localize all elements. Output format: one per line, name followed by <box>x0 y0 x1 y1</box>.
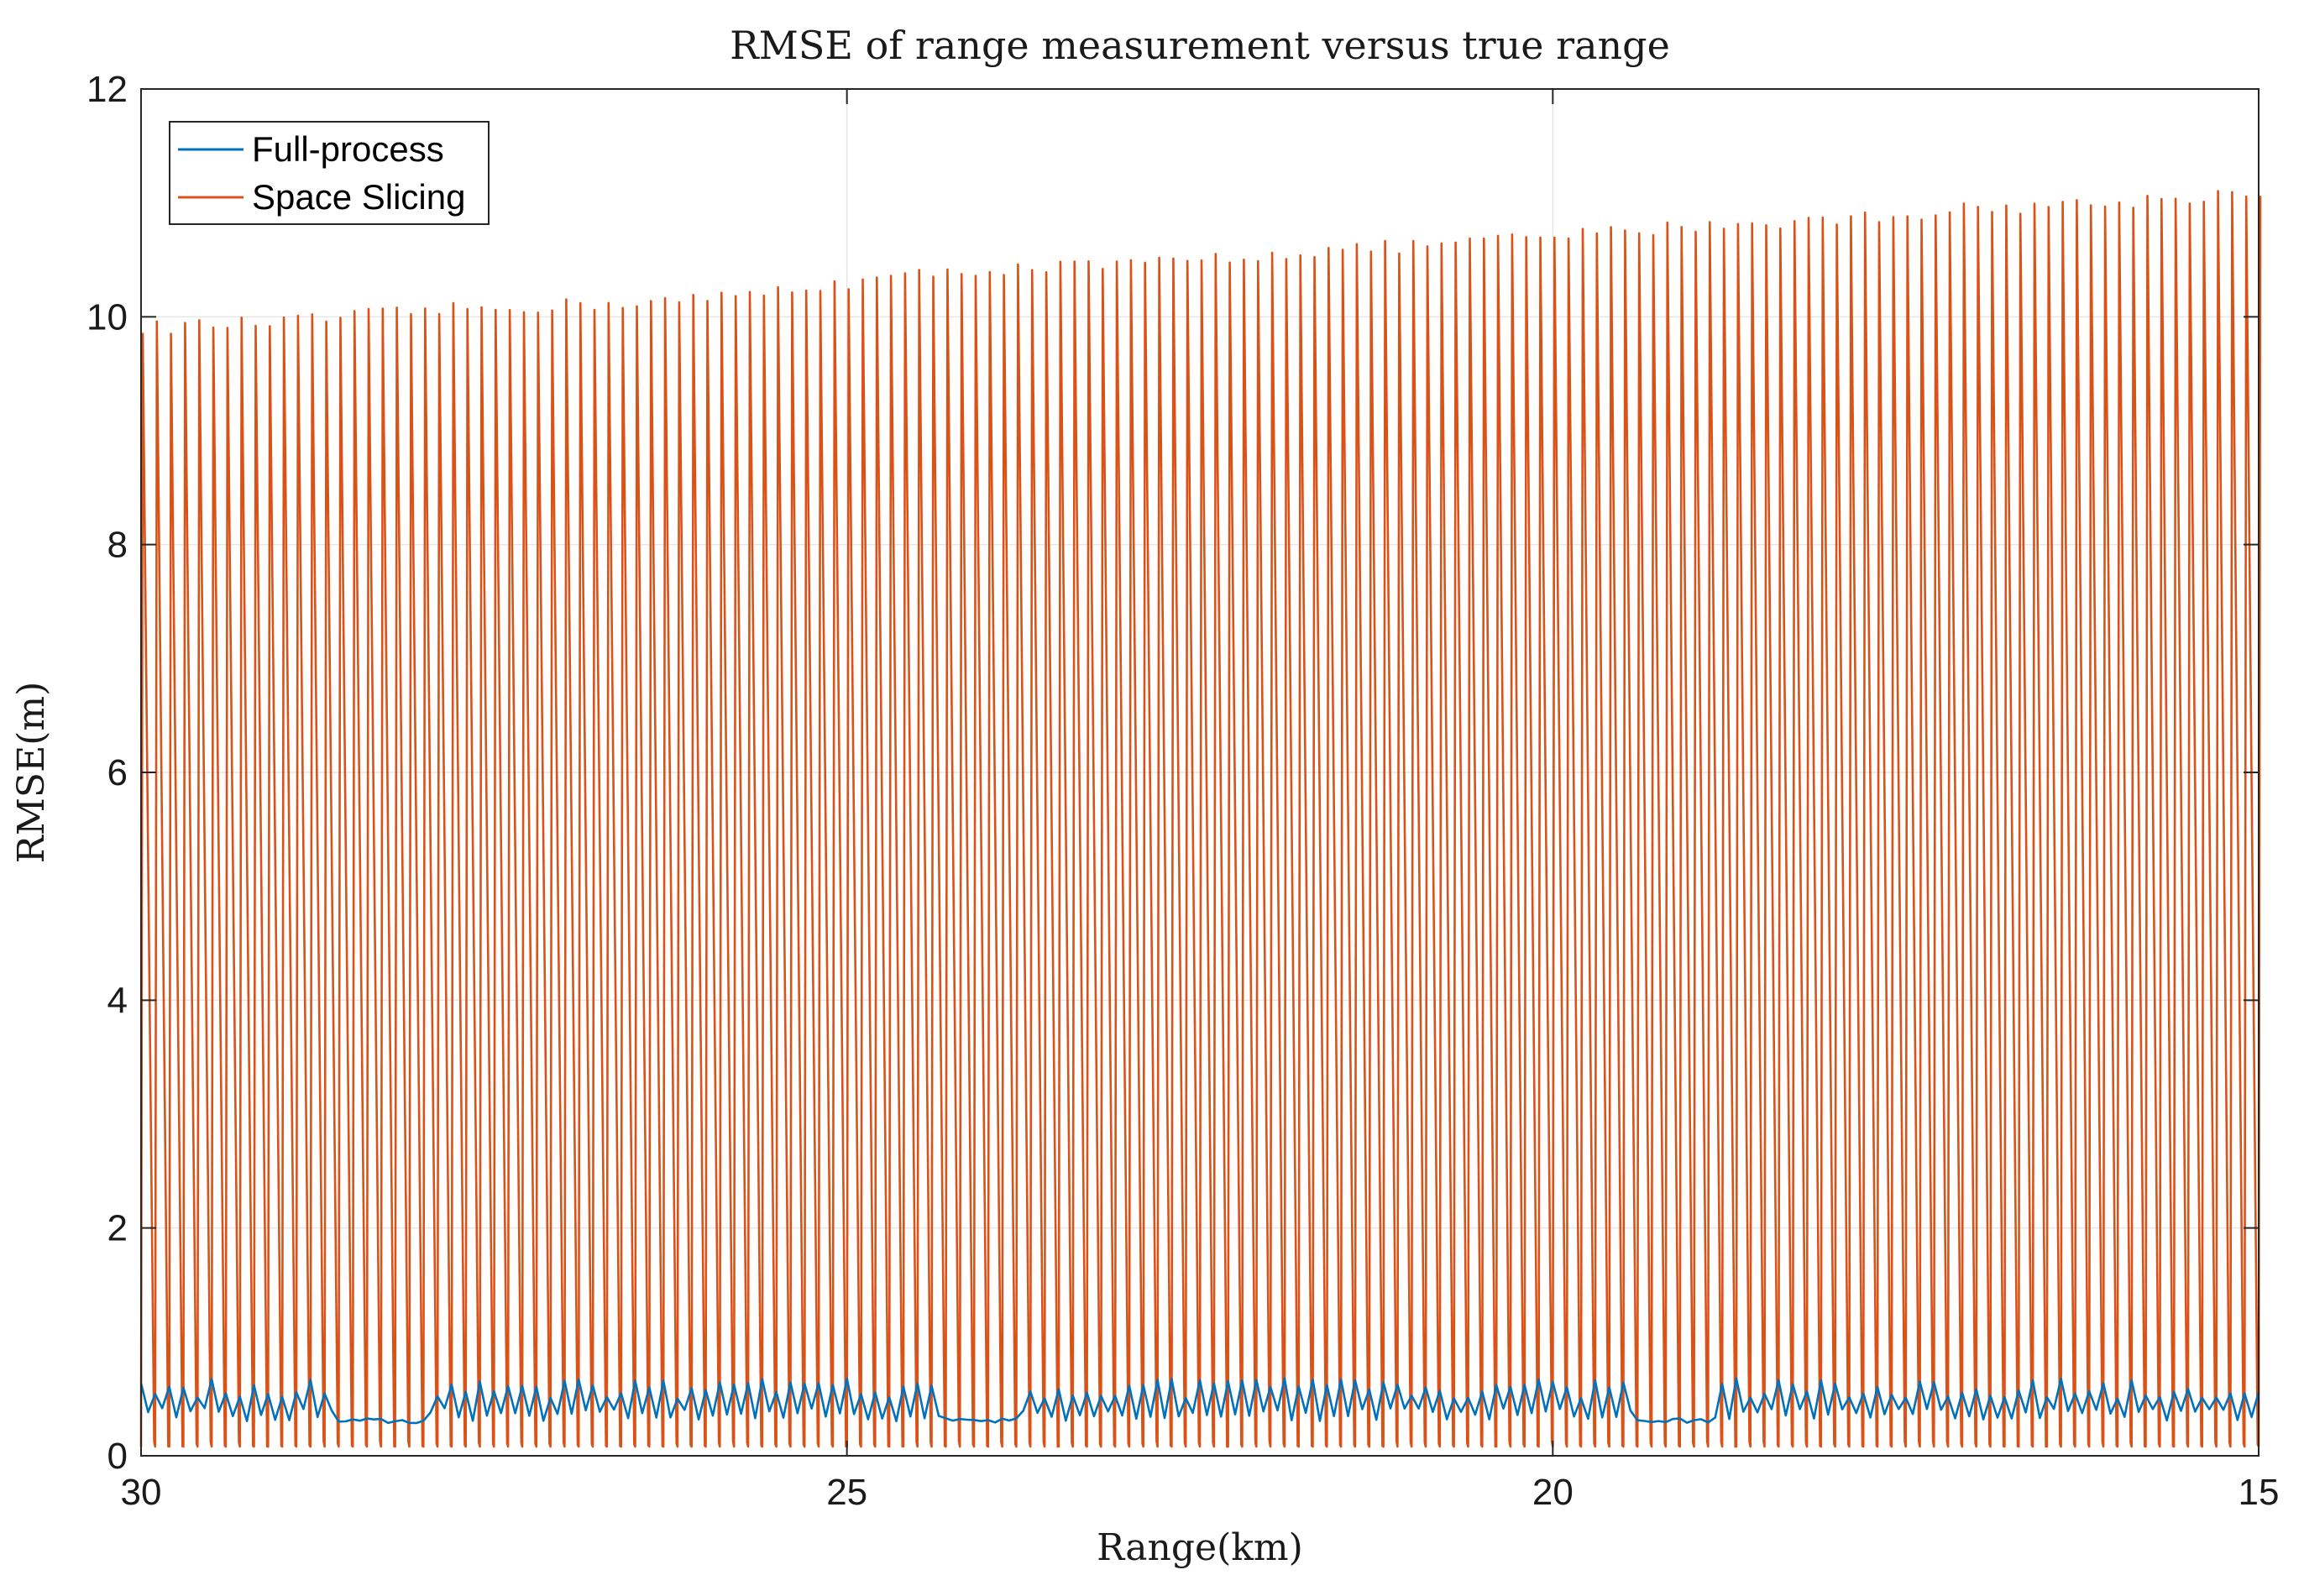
legend-label-full-process: Full-process <box>252 129 444 169</box>
series-layer <box>139 190 2262 1448</box>
y-tick-label: 4 <box>107 980 128 1021</box>
legend-box <box>169 121 490 225</box>
x-tick-label: 20 <box>1532 1472 1574 1513</box>
x-axis-label: Range(km) <box>1097 1526 1303 1569</box>
series-line-space-slicing <box>139 190 2262 1448</box>
y-tick-label: 10 <box>86 296 128 338</box>
y-tick-label: 2 <box>107 1208 128 1249</box>
y-tick-label: 8 <box>107 525 128 566</box>
y-tick-label: 6 <box>107 752 128 793</box>
y-tick-label: 12 <box>86 69 128 110</box>
y-tick-label: 0 <box>107 1436 128 1477</box>
legend: Full-process Space Slicing <box>169 121 490 225</box>
x-tick-label: 25 <box>826 1472 867 1513</box>
series-line-full-process <box>139 1377 2260 1425</box>
chart-title: RMSE of range measurement versus true ra… <box>730 23 1670 68</box>
x-tick-label: 30 <box>121 1472 162 1513</box>
x-tick-label: 15 <box>2239 1472 2280 1513</box>
legend-label-space-slicing: Space Slicing <box>252 177 465 217</box>
y-axis-label: RMSE(m) <box>10 682 53 864</box>
axis-ticks: 0 2 4 6 8 10 12 30 25 20 15 <box>86 69 2279 1513</box>
